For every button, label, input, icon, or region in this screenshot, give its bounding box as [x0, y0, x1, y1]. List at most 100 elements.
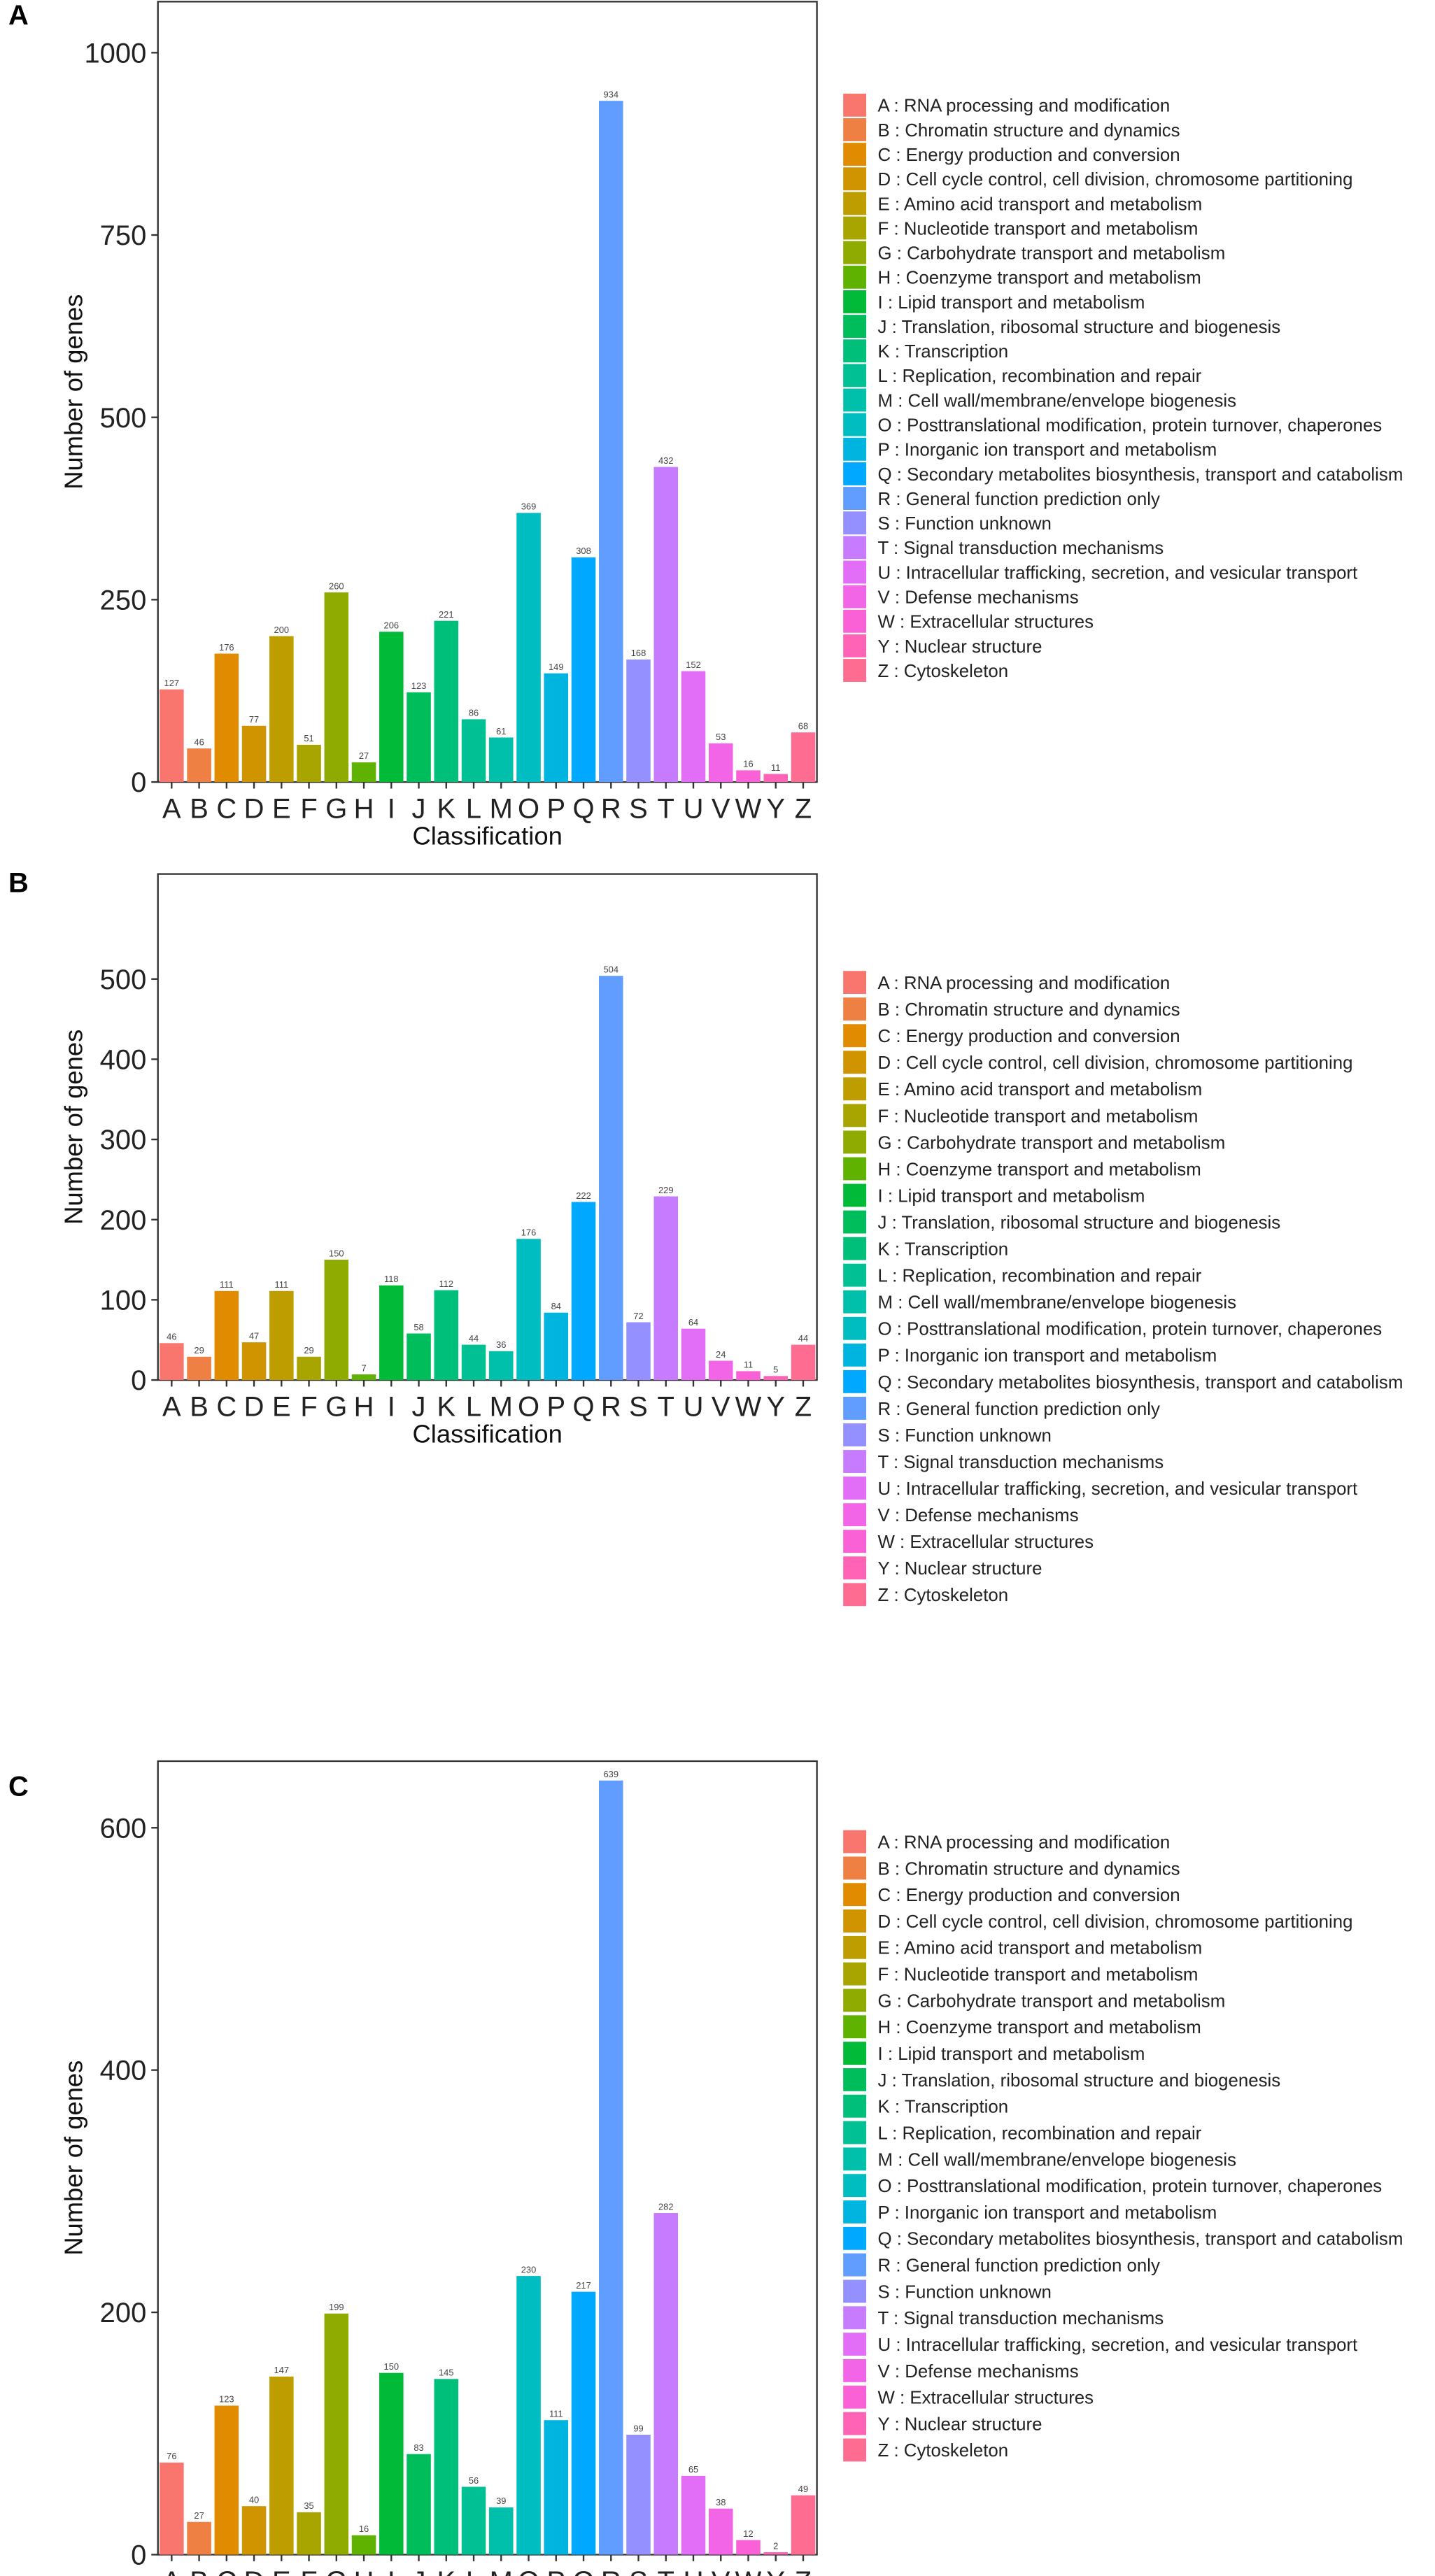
x-tick-label-I: I	[388, 1392, 395, 1423]
x-tick-label-J: J	[412, 1392, 426, 1423]
x-tick-label-A: A	[162, 2566, 181, 2576]
value-label-U: 64	[688, 1317, 698, 1328]
bar-T	[653, 467, 679, 783]
legend-swatch	[843, 2147, 867, 2171]
bar-C	[214, 2405, 239, 2555]
legend-item: B : Chromatin structure and dynamics	[878, 121, 1180, 141]
legend-swatch	[843, 1237, 867, 1260]
legend-swatch	[843, 2174, 867, 2198]
legend-item: D : Cell cycle control, cell division, c…	[878, 170, 1353, 190]
y-tick-label: 500	[100, 965, 147, 995]
legend-item: T : Signal transduction mechanisms	[878, 539, 1164, 558]
bar-U	[681, 1328, 706, 1381]
legend-item: U : Intracellular trafficking, secretion…	[878, 2335, 1358, 2355]
value-label-R: 504	[603, 964, 618, 974]
bar-I	[379, 1285, 404, 1381]
x-tick-label-R: R	[601, 2566, 621, 2576]
value-label-U: 152	[686, 660, 701, 670]
x-tick-label-B: B	[190, 794, 208, 825]
bar-E	[269, 1290, 294, 1381]
legend-swatch	[843, 265, 867, 289]
legend-item: M : Cell wall/membrane/envelope biogenes…	[878, 391, 1237, 411]
legend-item: D : Cell cycle control, cell division, c…	[878, 1053, 1353, 1073]
bar-L	[461, 2486, 486, 2555]
bar-S	[626, 2434, 651, 2555]
bar-O	[516, 1239, 541, 1381]
legend-swatch	[843, 1935, 867, 1959]
legend-swatch	[843, 2306, 867, 2330]
bar-Y	[763, 774, 789, 783]
legend-swatch	[843, 437, 867, 461]
value-label-Q: 217	[576, 2280, 591, 2291]
bar-L	[461, 719, 486, 783]
value-label-O: 369	[521, 501, 537, 512]
x-tick-label-H: H	[354, 2566, 374, 2576]
legend-item: S : Function unknown	[878, 1426, 1052, 1446]
legend-item: K : Transcription	[878, 1240, 1009, 1260]
legend-swatch	[843, 1263, 867, 1287]
bar-Q	[571, 1202, 596, 1381]
legend-swatch	[843, 1343, 867, 1367]
bar-Z	[791, 2495, 816, 2555]
legend-swatch	[843, 659, 867, 682]
legend-item: M : Cell wall/membrane/envelope biogenes…	[878, 2150, 1237, 2170]
bar-V	[708, 743, 733, 783]
x-tick-label-M: M	[490, 2566, 513, 2576]
legend-item: Q : Secondary metabolites biosynthesis, …	[878, 465, 1404, 485]
x-tick-label-M: M	[490, 1392, 513, 1423]
bar-M	[489, 2507, 514, 2555]
x-tick-label-V: V	[712, 2566, 730, 2576]
bar-O	[516, 2276, 541, 2555]
y-tick-label: 200	[100, 1205, 147, 1236]
value-label-F: 35	[304, 2500, 313, 2511]
y-tick-label: 750	[100, 220, 147, 251]
value-label-B: 27	[194, 2510, 204, 2521]
legend-swatch	[843, 290, 867, 313]
x-tick-label-Z: Z	[795, 1392, 812, 1423]
legend-item: F : Nucleotide transport and metabolism	[878, 1106, 1199, 1126]
value-label-G: 260	[329, 581, 344, 591]
x-tick-label-K: K	[437, 794, 455, 825]
value-label-C: 176	[219, 642, 234, 653]
legend-item: A : RNA processing and modification	[878, 974, 1171, 993]
value-label-A: 127	[164, 678, 180, 688]
x-tick-label-Q: Q	[572, 2566, 594, 2576]
value-label-B: 29	[194, 1345, 204, 1355]
value-label-F: 51	[304, 733, 313, 743]
value-label-M: 36	[496, 1339, 506, 1350]
legend-swatch	[843, 241, 867, 264]
value-label-S: 99	[633, 2423, 643, 2433]
bar-A	[160, 1343, 184, 1381]
bar-Y	[763, 1376, 789, 1381]
x-tick-label-K: K	[437, 2566, 455, 2576]
legend-swatch	[843, 1423, 867, 1446]
legend-item: O : Posttranslational modification, prot…	[878, 1320, 1383, 1339]
bar-K	[434, 1290, 459, 1381]
legend-item: S : Function unknown	[878, 2282, 1052, 2302]
legend-item: O : Posttranslational modification, prot…	[878, 2177, 1383, 2196]
legend-item: A : RNA processing and modification	[878, 97, 1171, 116]
legend-item: I : Lipid transport and metabolism	[878, 2044, 1145, 2064]
legend-item: M : Cell wall/membrane/envelope biogenes…	[878, 1293, 1237, 1313]
legend-swatch	[843, 2068, 867, 2091]
bar-W	[736, 2540, 761, 2555]
value-label-K: 221	[439, 609, 454, 620]
legend-item: F : Nucleotide transport and metabolism	[878, 219, 1199, 239]
value-label-E: 111	[275, 1279, 289, 1290]
value-label-Y: 2	[773, 2540, 778, 2551]
legend-item: L : Replication, recombination and repai…	[878, 2123, 1202, 2143]
x-tick-label-P: P	[546, 794, 565, 825]
bar-Q	[571, 557, 596, 783]
bar-H	[351, 1374, 376, 1381]
value-label-W: 12	[743, 2528, 753, 2539]
legend-swatch	[843, 2094, 867, 2118]
y-tick-label: 500	[100, 403, 147, 434]
legend-swatch	[843, 1962, 867, 1986]
legend-item: J : Translation, ribosomal structure and…	[878, 2071, 1281, 2091]
legend-item: Y : Nuclear structure	[878, 637, 1042, 657]
legend-item: Y : Nuclear structure	[878, 2414, 1042, 2434]
bar-S	[626, 659, 651, 783]
x-tick-label-V: V	[712, 1392, 730, 1423]
y-tick-label: 250	[100, 585, 147, 615]
legend-swatch	[843, 462, 867, 485]
